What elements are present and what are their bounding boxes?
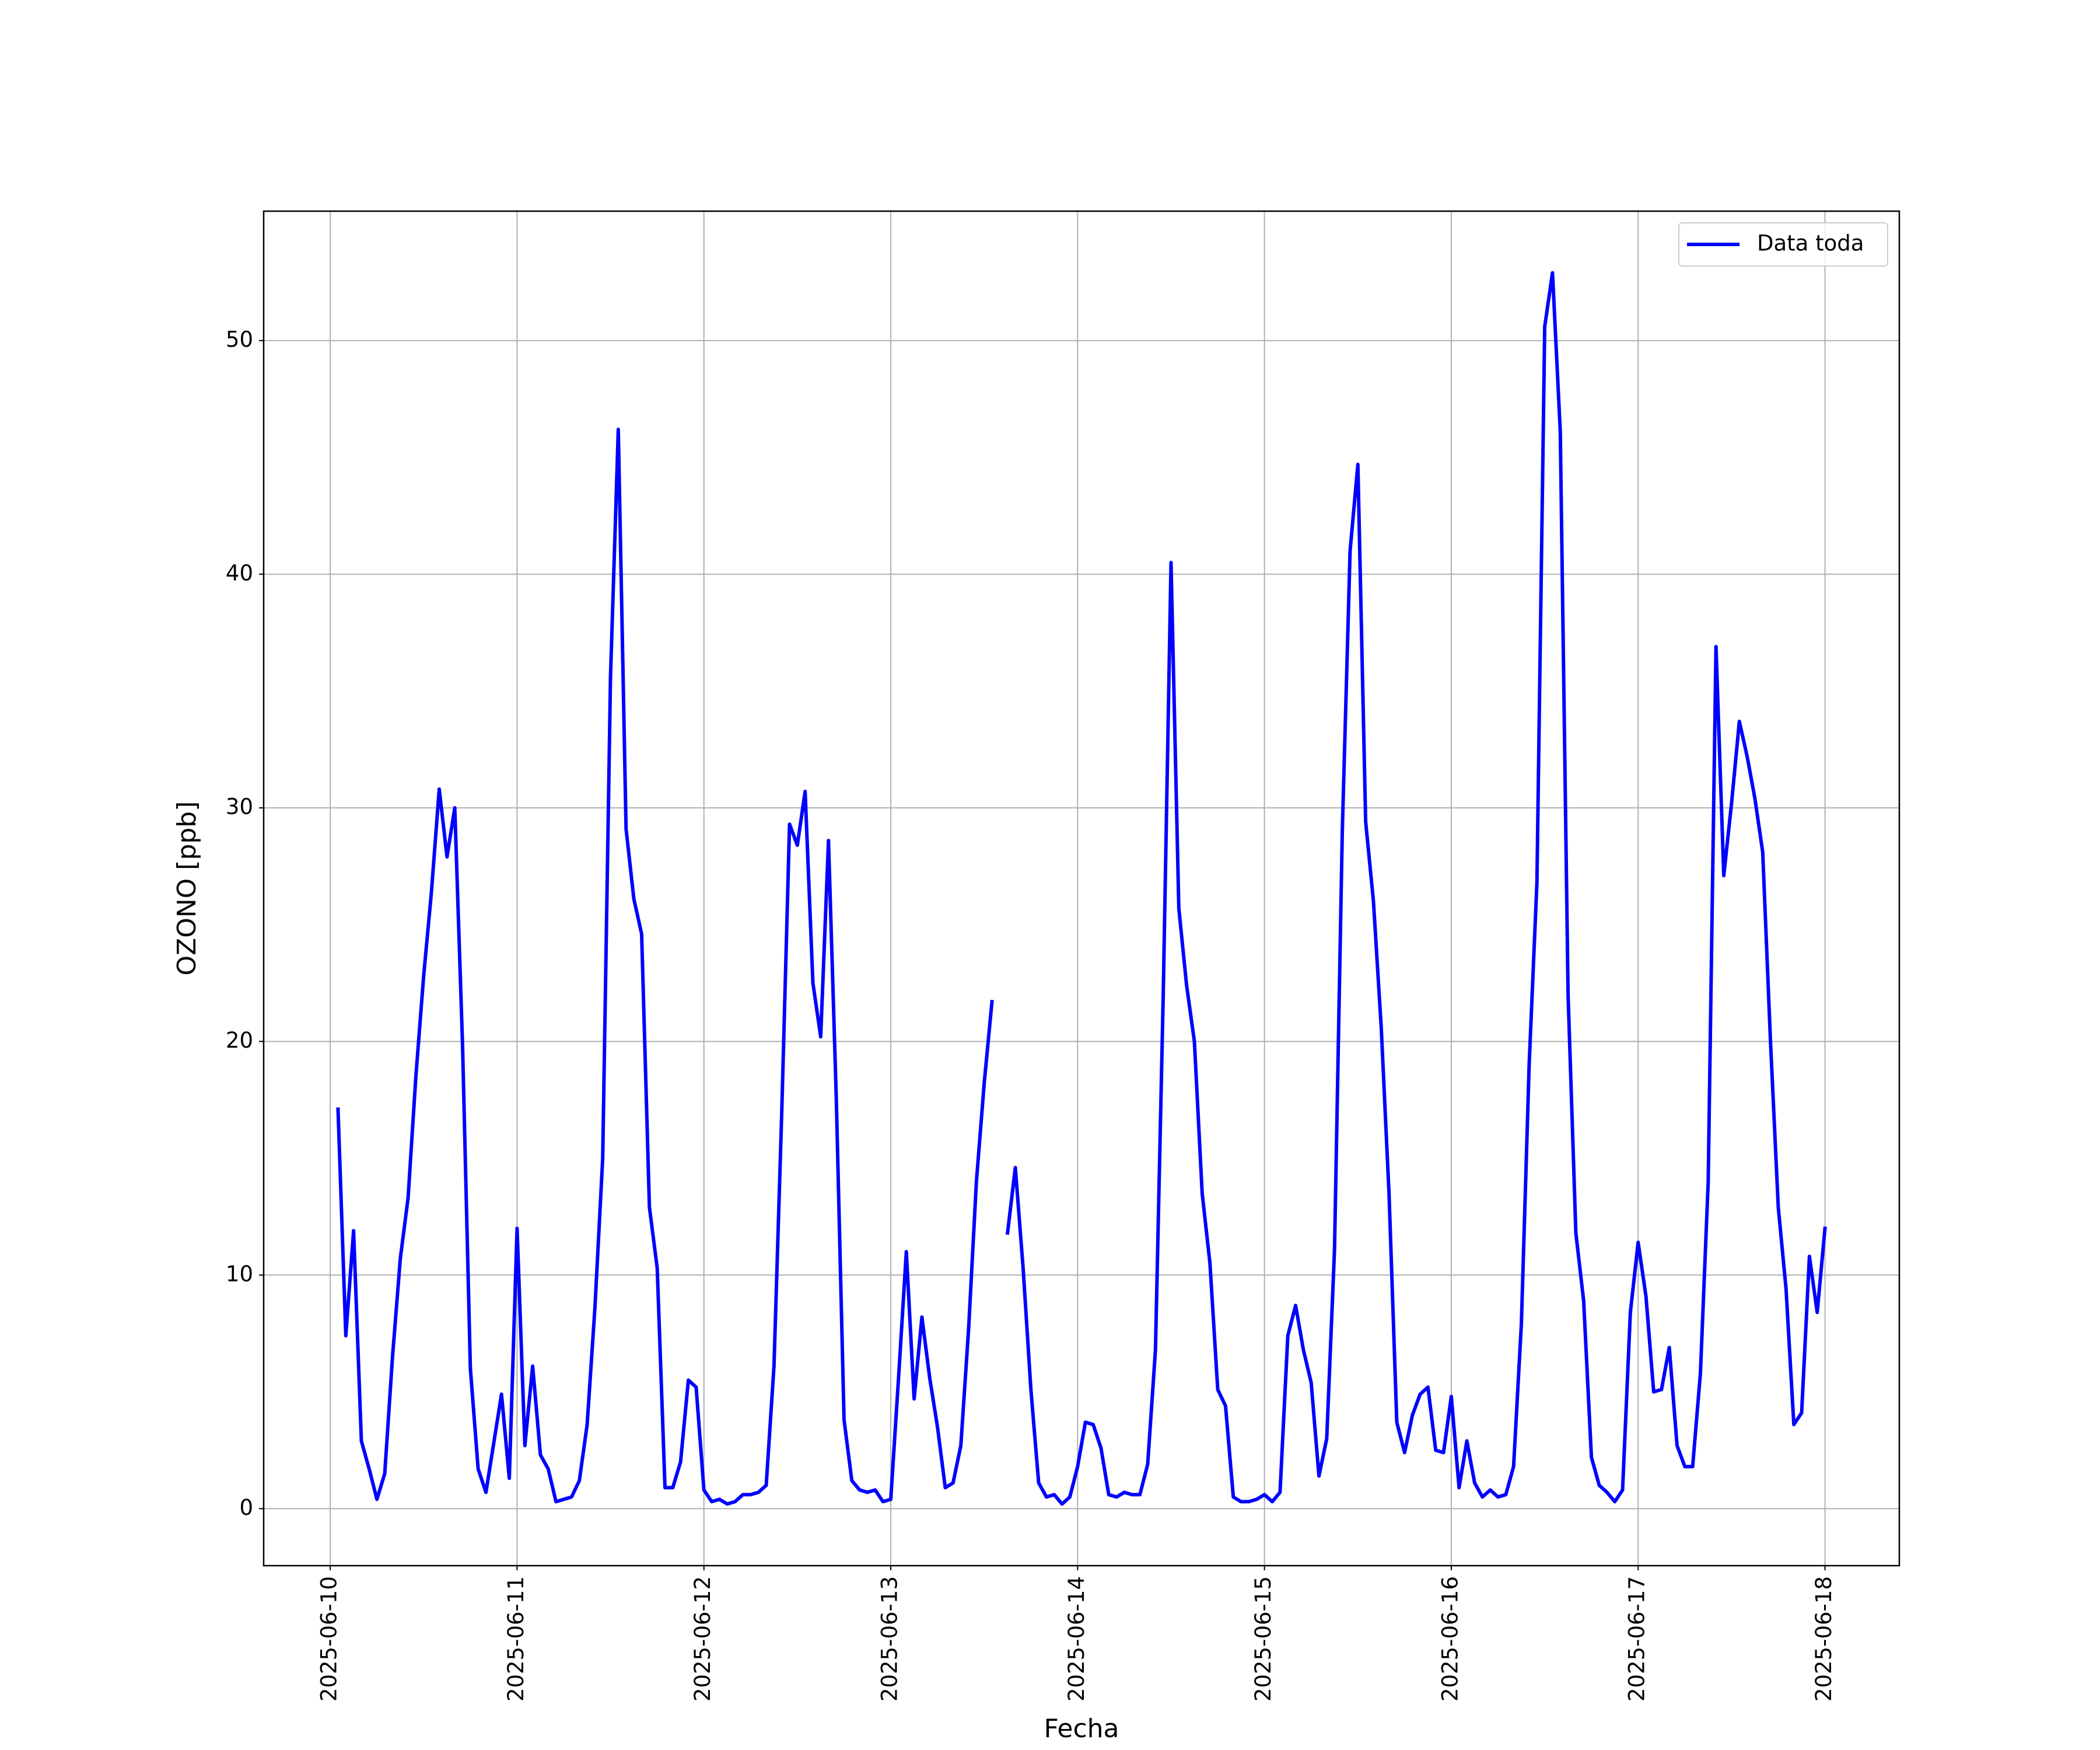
y-tick-label: 30 [226, 794, 253, 819]
x-axis-label: Fecha [1044, 1714, 1119, 1744]
legend-box [1678, 222, 1888, 267]
y-tick-label: 20 [226, 1028, 253, 1053]
y-tick-label: 40 [226, 561, 253, 586]
x-tick-label: 2025-06-12 [690, 1576, 715, 1702]
axes-frame [262, 210, 1901, 1567]
x-tick-label: 2025-06-16 [1437, 1576, 1462, 1702]
x-tick-label: 2025-06-13 [877, 1576, 902, 1702]
x-tick-label: 2025-06-17 [1625, 1576, 1650, 1702]
data-line [1005, 271, 1827, 1506]
data-line [336, 428, 994, 1506]
legend-label: Data toda [1757, 231, 1864, 256]
x-tick-label: 2025-06-10 [317, 1576, 342, 1702]
x-tick-label: 2025-06-18 [1811, 1576, 1836, 1702]
x-tick-label: 2025-06-14 [1064, 1576, 1089, 1702]
x-tick-label: 2025-06-15 [1251, 1576, 1276, 1702]
y-tick-label: 10 [226, 1261, 253, 1286]
y-tick-label: 0 [239, 1495, 253, 1520]
y-axis-label: OZONO [ppb] [172, 801, 202, 975]
y-tick-label: 50 [226, 327, 253, 352]
x-tick-label: 2025-06-11 [503, 1576, 528, 1702]
